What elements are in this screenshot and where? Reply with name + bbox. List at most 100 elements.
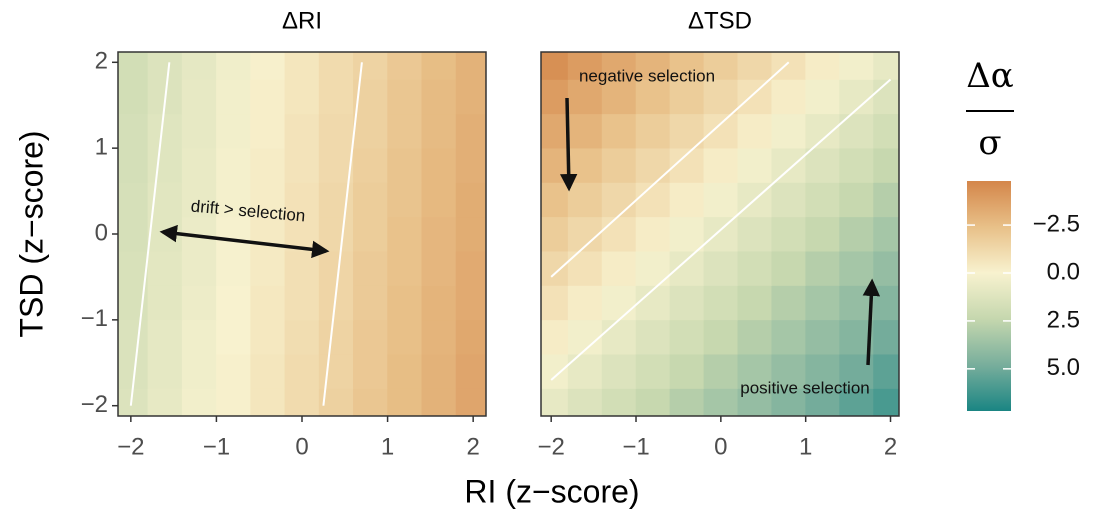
heat-cell [353, 250, 388, 286]
heat-cell [353, 182, 388, 218]
heat-cell [839, 388, 874, 416]
heat-cell [318, 52, 354, 80]
panel-border [540, 51, 900, 417]
heat-cell [771, 182, 806, 218]
heat-cell [455, 285, 486, 321]
heat-cell [635, 216, 671, 252]
heat-cell [353, 388, 388, 416]
heat-cell [455, 388, 486, 416]
colorbar [967, 181, 1011, 411]
colorbar-tick-label: 5.0 [1047, 354, 1080, 381]
heat-cell [118, 147, 149, 183]
heat-cell [421, 113, 457, 149]
heat-cell [250, 182, 286, 218]
heat-cell [601, 79, 637, 115]
heat-cell [181, 52, 217, 80]
heat-cell [353, 147, 388, 183]
heat-cell [805, 250, 840, 286]
heat-cell [455, 182, 486, 218]
heat-cell [387, 216, 423, 252]
heat-cell [541, 353, 569, 389]
heat-cell [635, 353, 671, 389]
heat-cell [873, 113, 899, 149]
heat-cell [669, 353, 705, 389]
heat-cell [669, 319, 705, 355]
heat-cell [805, 285, 840, 321]
heat-cell [118, 79, 149, 115]
heat-cell [455, 353, 486, 389]
heat-cell [421, 250, 457, 286]
heat-cell [353, 52, 388, 80]
heat-cell [284, 147, 320, 183]
heat-cell [601, 250, 637, 286]
heat-cell [421, 216, 457, 252]
y-axis-label: TSD (z−score) [13, 130, 49, 337]
heat-cell [353, 285, 388, 321]
heat-cell [181, 388, 217, 416]
heat-cell [250, 147, 286, 183]
heat-cell [284, 52, 320, 80]
heat-cell [873, 216, 899, 252]
y-tick-label: 2 [95, 48, 108, 75]
heat-cell [567, 182, 603, 218]
heat-cell [387, 388, 423, 416]
heat-cell [455, 147, 486, 183]
heat-cell [771, 216, 806, 252]
heat-cell [318, 353, 354, 389]
heat-cell [181, 353, 217, 389]
heat-cell [873, 79, 899, 115]
heat-cell [353, 353, 388, 389]
heat-cell [216, 388, 251, 416]
heat-cell [737, 353, 773, 389]
heat-cell [181, 319, 217, 355]
colorbar-title: Δα [966, 56, 1014, 96]
heat-cell [147, 353, 183, 389]
heat-cell [635, 250, 671, 286]
heat-cell [421, 388, 457, 416]
arrow [159, 224, 330, 259]
arrow [862, 278, 881, 366]
heat-cell [873, 147, 899, 183]
x-tick-label: 1 [799, 433, 812, 460]
y-tick-label: 1 [95, 133, 108, 160]
heat-cell [284, 388, 320, 416]
heat-cell [118, 52, 149, 80]
heat-cell [737, 113, 773, 149]
heat-cell [669, 250, 705, 286]
heat-cell [118, 182, 149, 218]
heat-cell [421, 353, 457, 389]
heat-cell [216, 52, 251, 80]
y-tick-label: −2 [81, 391, 108, 418]
heat-cell [541, 216, 569, 252]
heat-cell [601, 353, 637, 389]
heat-cell [387, 52, 423, 80]
annotation: positive selection [740, 378, 869, 397]
heat-cell [669, 216, 705, 252]
heat-cell [873, 182, 899, 218]
heat-cell [805, 388, 840, 416]
heat-cell [737, 319, 773, 355]
heat-cell [737, 388, 773, 416]
heat-cell [421, 147, 457, 183]
heat-cell [737, 216, 773, 252]
annotation: negative selection [579, 66, 715, 85]
heat-cell [839, 147, 874, 183]
heat-cell [353, 216, 388, 252]
heat-cell [541, 250, 569, 286]
heat-cell [387, 285, 423, 321]
heat-cell [601, 319, 637, 355]
heat-cell [635, 147, 671, 183]
heat-cell [703, 147, 739, 183]
heat-cell [541, 52, 569, 80]
heat-cell [118, 319, 149, 355]
heat-cell [387, 250, 423, 286]
heat-cell [284, 353, 320, 389]
heat-cell [601, 113, 637, 149]
heat-cell [805, 79, 840, 115]
heat-cell [703, 182, 739, 218]
heat-cell [455, 52, 486, 80]
heat-cell [541, 79, 569, 115]
heat-cell [567, 113, 603, 149]
heat-cell [567, 52, 603, 80]
